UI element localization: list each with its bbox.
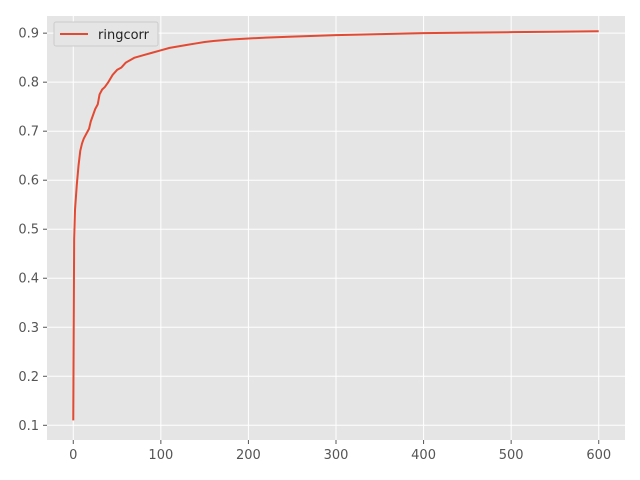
x-tick-label: 500 — [499, 448, 524, 463]
x-tick-label: 200 — [236, 448, 261, 463]
x-tick-label: 300 — [324, 448, 349, 463]
y-tick-label: 0.2 — [18, 370, 39, 385]
y-tick-label: 0.1 — [18, 419, 39, 434]
series-layer — [72, 30, 599, 421]
x-tick-label: 600 — [586, 448, 611, 463]
y-tick-label: 0.3 — [18, 321, 39, 336]
series-line-ringcorr — [72, 30, 599, 421]
y-tick-label: 0.9 — [18, 27, 39, 42]
x-tick-label: 100 — [148, 448, 173, 463]
legend: ringcorr — [53, 21, 159, 47]
y-tick-label: 0.4 — [18, 272, 39, 287]
x-tick-label: 0 — [69, 448, 77, 463]
legend-box — [53, 21, 159, 47]
y-tick-label: 0.8 — [18, 76, 39, 91]
x-tick-label: 400 — [411, 448, 436, 463]
y-tick-label: 0.7 — [18, 125, 39, 140]
y-tick-label: 0.5 — [18, 223, 39, 238]
legend-label: ringcorr — [98, 28, 150, 43]
axis-ticks: 0 100 200 300 400 500 600 0.1 0.2 0.3 0.4 0.5 0.6 0.7… — [18, 27, 611, 463]
y-tick-label: 0.6 — [18, 174, 39, 189]
grid-lines — [47, 16, 625, 440]
